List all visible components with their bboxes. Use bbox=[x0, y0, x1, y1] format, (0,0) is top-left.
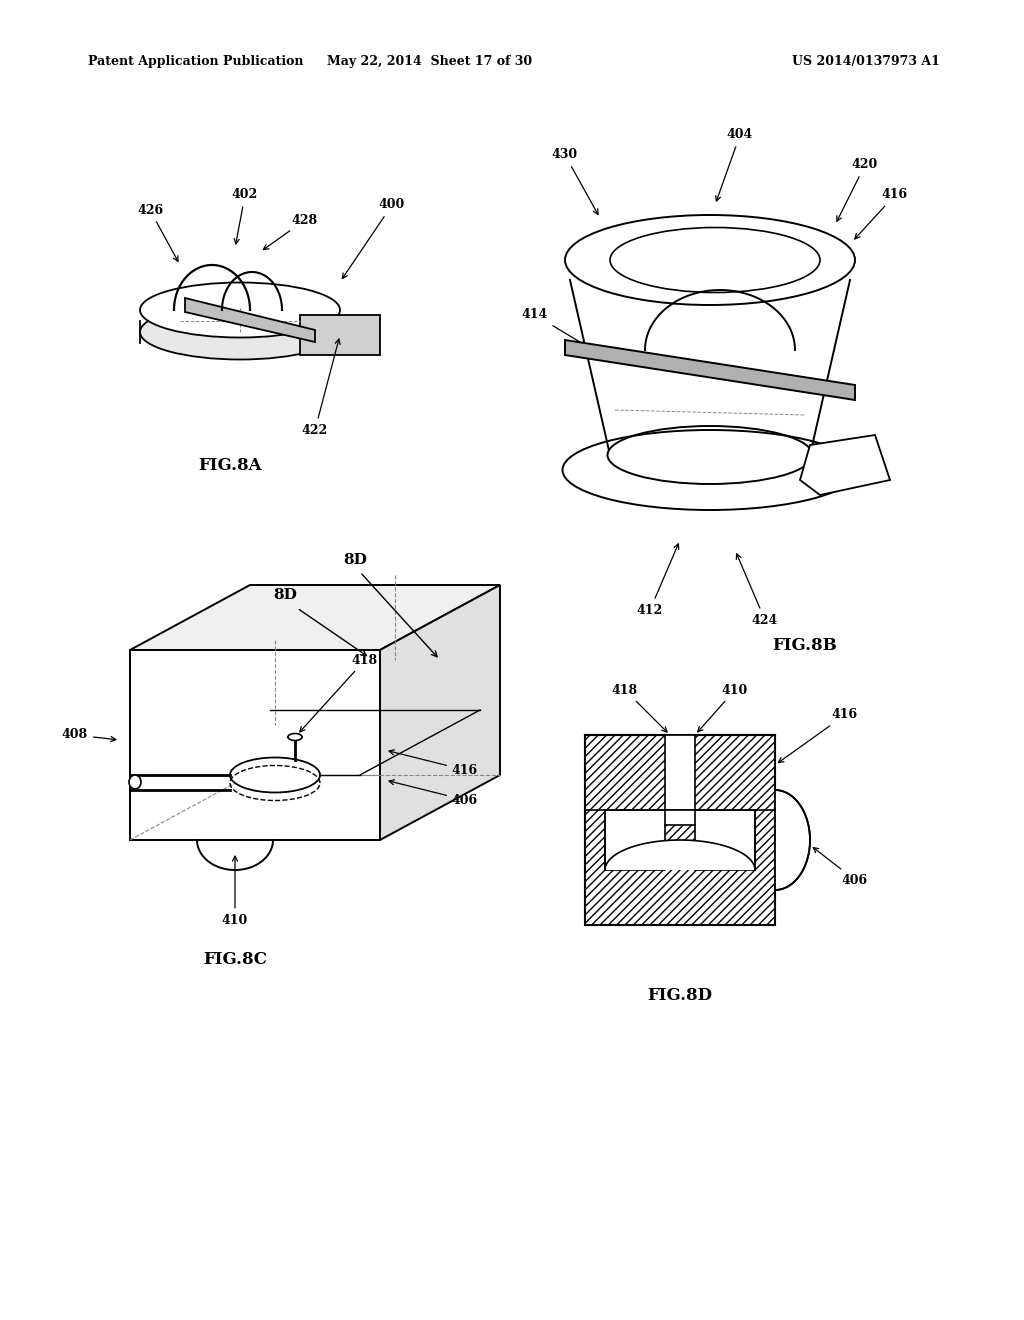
Ellipse shape bbox=[565, 215, 855, 305]
Polygon shape bbox=[585, 735, 775, 925]
Text: US 2014/0137973 A1: US 2014/0137973 A1 bbox=[793, 55, 940, 69]
Text: FIG.8C: FIG.8C bbox=[203, 952, 267, 969]
Text: 416: 416 bbox=[855, 189, 908, 239]
Text: 412: 412 bbox=[637, 544, 679, 616]
Text: 404: 404 bbox=[716, 128, 753, 201]
Text: 420: 420 bbox=[837, 158, 879, 222]
Text: FIG.8D: FIG.8D bbox=[647, 986, 713, 1003]
Polygon shape bbox=[130, 649, 380, 840]
Text: 418: 418 bbox=[612, 684, 667, 733]
Text: FIG.8A: FIG.8A bbox=[199, 457, 262, 474]
Text: 402: 402 bbox=[231, 189, 258, 244]
Polygon shape bbox=[800, 436, 890, 495]
Text: 416: 416 bbox=[389, 750, 478, 776]
Polygon shape bbox=[185, 298, 315, 342]
Text: 418: 418 bbox=[300, 653, 378, 731]
Text: 410: 410 bbox=[222, 857, 248, 927]
Text: 8D: 8D bbox=[273, 587, 297, 602]
Polygon shape bbox=[300, 315, 380, 355]
Text: 414: 414 bbox=[522, 309, 587, 346]
Polygon shape bbox=[380, 585, 500, 840]
Text: FIG.8B: FIG.8B bbox=[773, 636, 838, 653]
Polygon shape bbox=[605, 840, 755, 870]
Text: 416: 416 bbox=[778, 709, 858, 763]
Ellipse shape bbox=[610, 227, 820, 293]
Polygon shape bbox=[565, 341, 855, 400]
Text: 406: 406 bbox=[389, 780, 478, 807]
Text: 408: 408 bbox=[61, 729, 116, 742]
Polygon shape bbox=[130, 585, 500, 649]
Text: May 22, 2014  Sheet 17 of 30: May 22, 2014 Sheet 17 of 30 bbox=[328, 55, 532, 69]
Text: 422: 422 bbox=[302, 339, 340, 437]
Ellipse shape bbox=[607, 426, 812, 484]
Text: 406: 406 bbox=[813, 847, 868, 887]
Text: 400: 400 bbox=[342, 198, 406, 279]
Ellipse shape bbox=[140, 305, 340, 359]
Text: 430: 430 bbox=[552, 149, 598, 214]
Ellipse shape bbox=[140, 282, 340, 338]
Ellipse shape bbox=[129, 775, 141, 789]
Text: 428: 428 bbox=[263, 214, 318, 249]
Ellipse shape bbox=[230, 758, 319, 792]
Polygon shape bbox=[775, 789, 810, 890]
Text: Patent Application Publication: Patent Application Publication bbox=[88, 55, 303, 69]
Ellipse shape bbox=[288, 734, 302, 741]
Text: 8D: 8D bbox=[343, 553, 367, 568]
Text: 426: 426 bbox=[137, 203, 178, 261]
Polygon shape bbox=[605, 810, 755, 870]
Polygon shape bbox=[665, 735, 695, 810]
Text: 410: 410 bbox=[697, 684, 749, 731]
Text: 424: 424 bbox=[736, 554, 778, 627]
